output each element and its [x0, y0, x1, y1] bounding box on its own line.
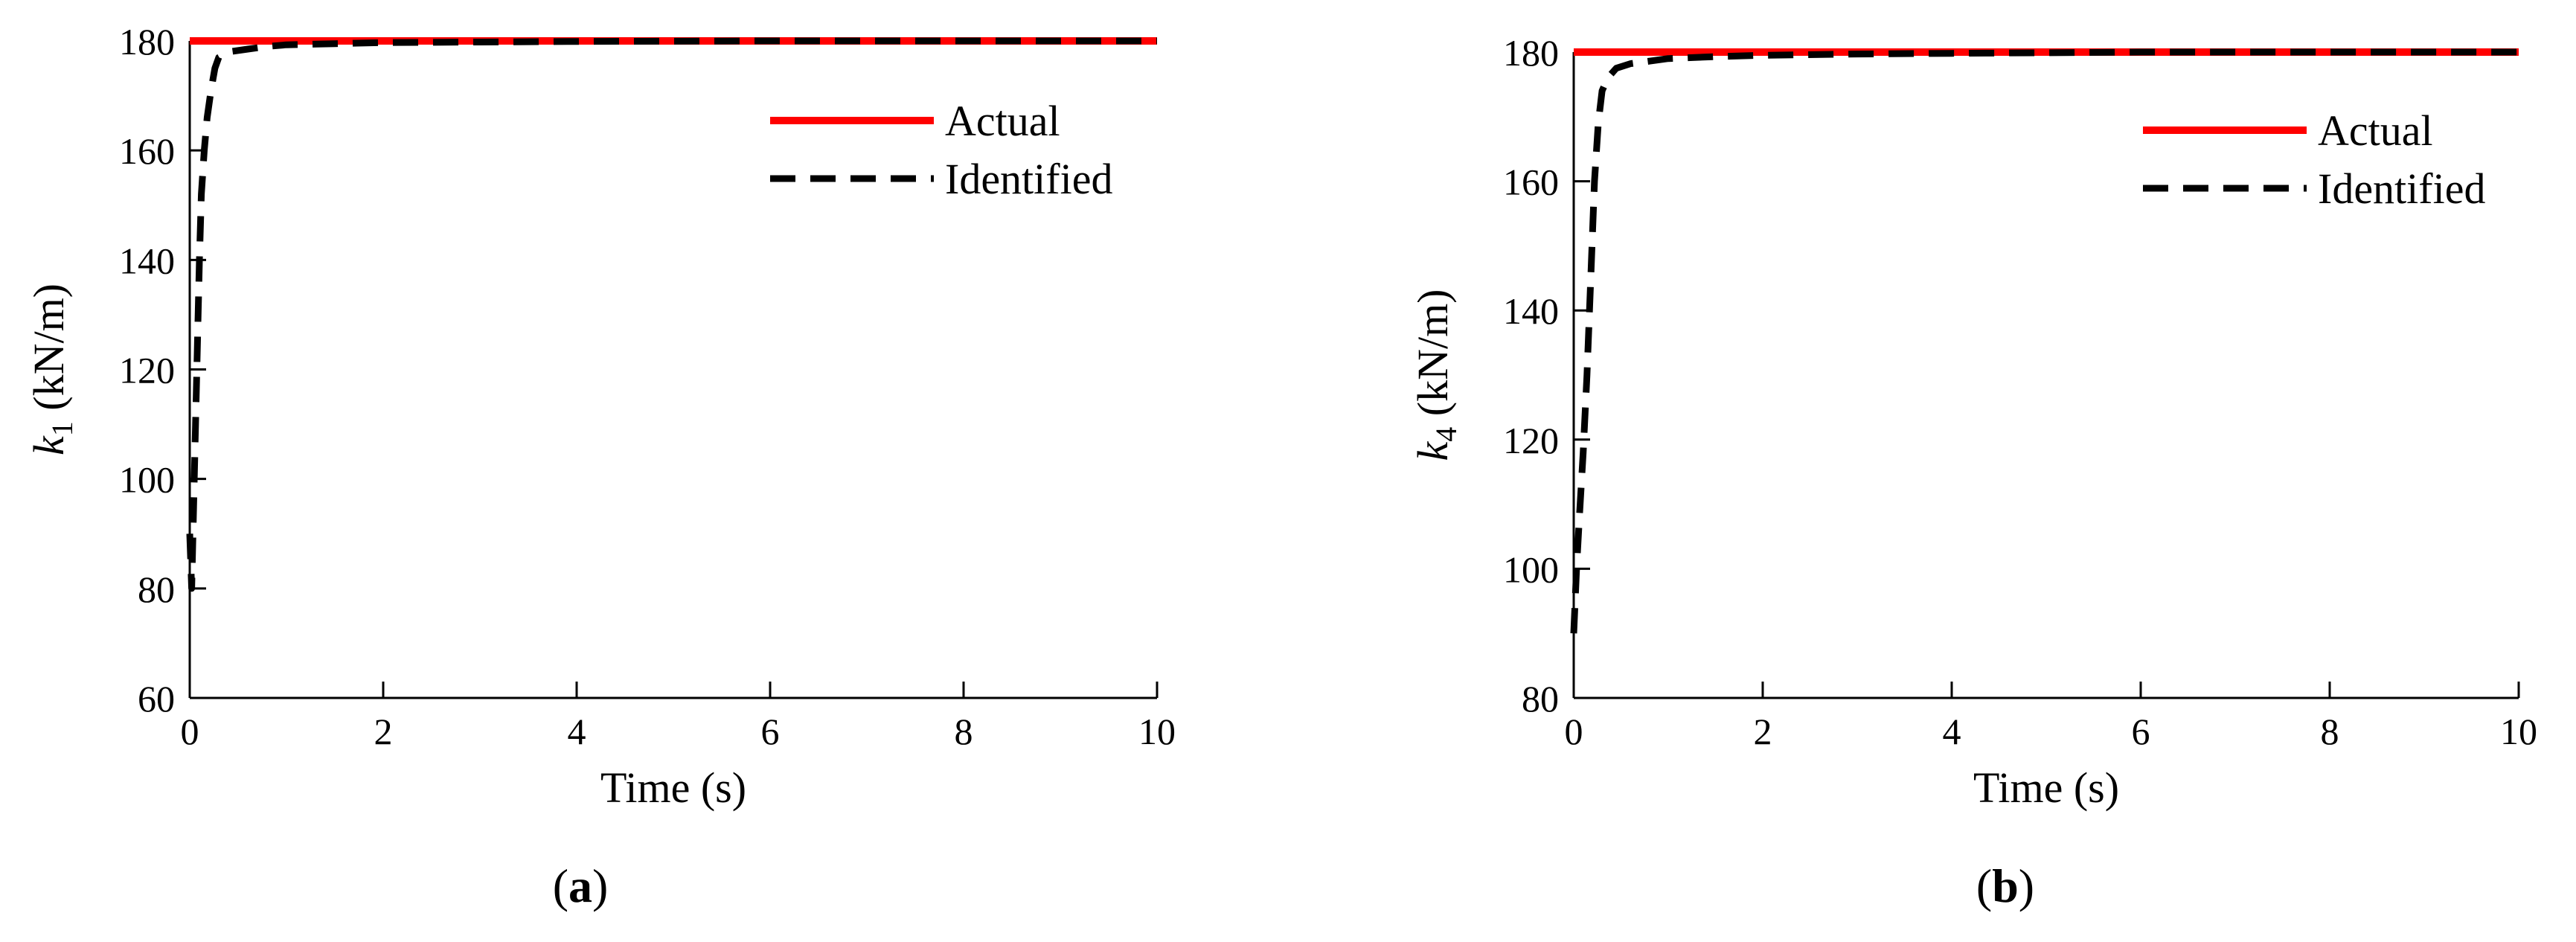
panel-caption: (a)	[553, 859, 609, 912]
x-tick-label: 4	[1943, 711, 1961, 752]
x-axis-label: Time (s)	[600, 763, 746, 812]
x-tick-label: 6	[761, 711, 780, 752]
panel-caption-letter: a	[568, 859, 592, 912]
series-line-identified	[1570, 48, 2519, 634]
legend-label-identified: Identified	[2318, 164, 2485, 213]
y-axis-label-subscript: 1	[45, 421, 79, 436]
y-axis-label: k1 (kN/m)	[25, 283, 79, 455]
panel-caption-letter: b	[1992, 859, 2019, 912]
legend-label-actual: Actual	[2318, 106, 2433, 155]
y-tick-label: 140	[119, 240, 175, 281]
y-axis-label-unit: (kN/m)	[25, 283, 73, 421]
y-tick-label: 80	[1522, 678, 1559, 720]
x-tick-label: 0	[1565, 711, 1583, 752]
x-tick-label: 10	[2500, 711, 2537, 752]
y-axis-label-symbol: k	[25, 435, 73, 455]
y-tick-label: 80	[138, 568, 175, 610]
y-tick-label: 140	[1503, 290, 1559, 332]
x-tick-label: 8	[2321, 711, 2339, 752]
y-tick-label: 60	[138, 678, 175, 720]
x-tick-label: 10	[1138, 711, 1176, 752]
panel-caption-close: )	[592, 859, 608, 912]
legend-label-identified: Identified	[945, 155, 1112, 203]
y-tick-label: 120	[1503, 420, 1559, 461]
y-axis-label-symbol: k	[1409, 441, 1457, 461]
x-tick-label: 8	[955, 711, 973, 752]
x-tick-label: 4	[568, 711, 586, 752]
x-tick-label: 2	[374, 711, 393, 752]
panel-caption-open: (	[553, 859, 568, 912]
y-axis-label-unit: (kN/m)	[1409, 289, 1457, 427]
y-tick-label: 180	[119, 21, 175, 63]
y-tick-label: 160	[119, 130, 175, 172]
series-line-identified	[186, 37, 1157, 592]
y-axis-label-subscript: 4	[1429, 427, 1463, 442]
y-tick-label: 120	[119, 350, 175, 391]
panel-caption: (b)	[1976, 859, 2034, 912]
y-tick-label: 180	[1503, 32, 1559, 74]
legend-label-actual: Actual	[945, 97, 1060, 145]
x-tick-label: 2	[1754, 711, 1772, 752]
x-tick-label: 6	[2132, 711, 2150, 752]
chart-panel-a: 0 2 4 6 8 10 60 80 100 120 140 160 180 Time (s) k1 (kN…	[25, 21, 1176, 912]
panel-caption-close: )	[2019, 859, 2034, 912]
y-tick-label: 160	[1503, 161, 1559, 203]
panel-caption-open: (	[1976, 859, 1992, 912]
y-tick-label: 100	[1503, 548, 1559, 590]
y-tick-label: 100	[119, 459, 175, 501]
x-tick-label: 0	[181, 711, 199, 752]
x-axis-label: Time (s)	[1973, 763, 2119, 812]
y-axis-label: k4 (kN/m)	[1409, 289, 1463, 461]
